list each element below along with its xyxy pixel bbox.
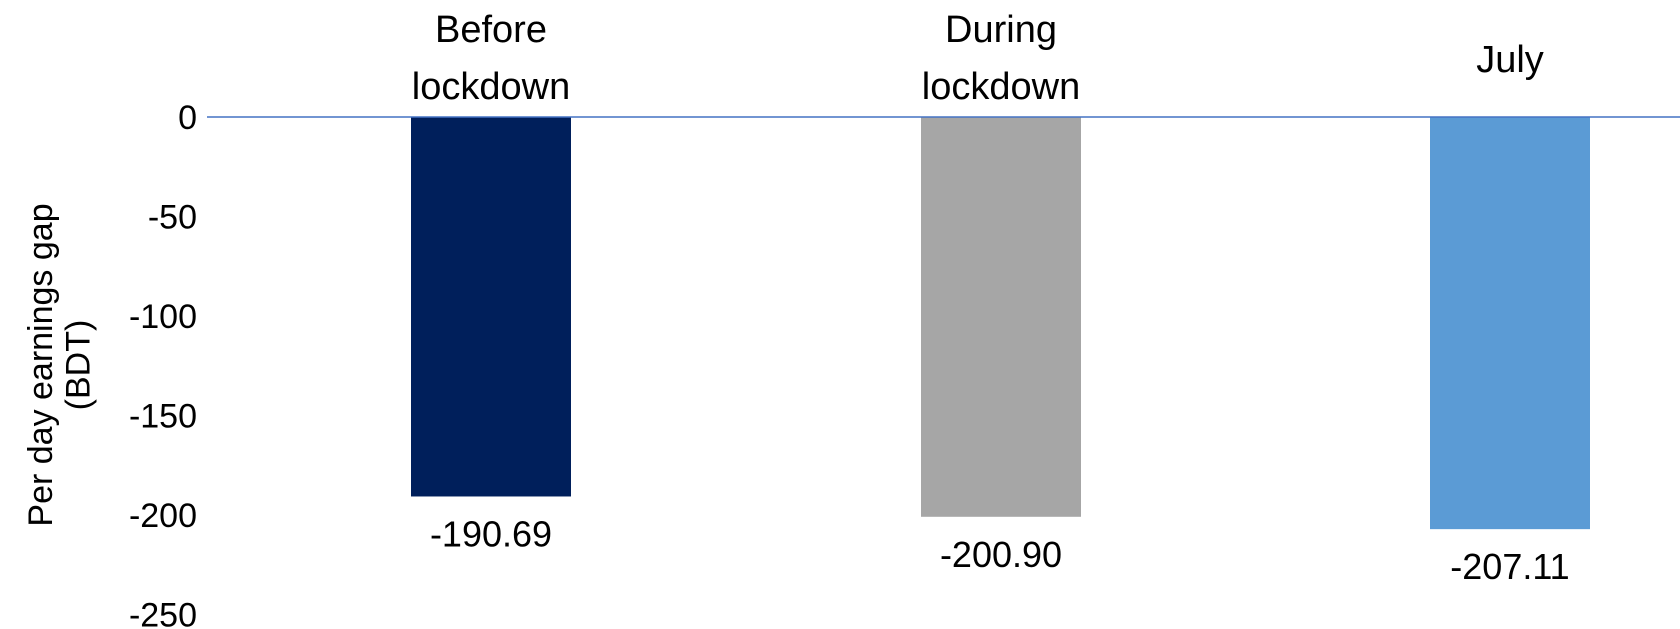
y-axis-title-line: (BDT)	[59, 320, 97, 411]
y-tick-label: -200	[129, 497, 197, 535]
category-label-line: During	[945, 9, 1057, 51]
data-label: -207.11	[1450, 546, 1569, 587]
category-label: During lockdown	[922, 9, 1080, 108]
category-label-line: Before	[435, 9, 547, 51]
y-axis-title-line: Per day earnings gap	[22, 203, 60, 526]
bar	[1430, 117, 1590, 530]
category-label-line: July	[1476, 39, 1544, 81]
bar	[411, 117, 571, 497]
data-labels: -190.69 -200.90 -207.11	[430, 513, 1570, 587]
category-label-line: lockdown	[412, 66, 570, 108]
y-tick-label: -150	[129, 398, 197, 436]
bar	[921, 117, 1081, 517]
y-tick-label: -50	[148, 199, 197, 237]
y-axis-title-text: Per day earnings gap(BDT)	[22, 203, 97, 526]
category-label: Before lockdown	[412, 9, 570, 108]
data-label: -200.90	[940, 534, 1062, 575]
y-axis-title: Per day earnings gap(BDT)	[22, 203, 97, 526]
bars	[411, 117, 1590, 530]
category-labels: Before lockdown During lockdown July	[412, 9, 1544, 108]
y-axis-ticks: 0 -50 -100 -150 -200 -250	[129, 99, 197, 629]
y-tick-label: 0	[178, 99, 197, 137]
y-tick-label: -250	[129, 597, 197, 629]
category-label-line: lockdown	[922, 66, 1080, 108]
data-label: -190.69	[430, 513, 552, 554]
category-label: July	[1476, 39, 1544, 81]
y-tick-label: -100	[129, 298, 197, 336]
